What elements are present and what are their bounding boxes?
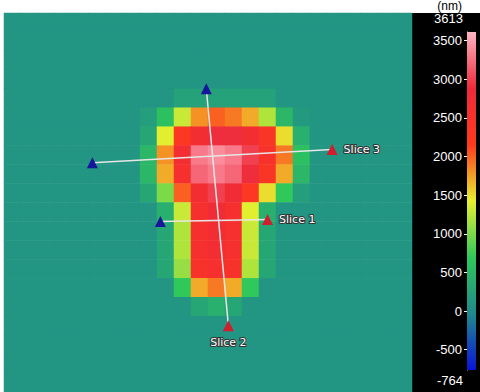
svg-text:Slice 3: Slice 3 [344,143,380,156]
svg-text:2500: 2500 [433,110,462,125]
svg-text:0: 0 [455,304,462,319]
svg-text:1000: 1000 [433,226,462,241]
svg-text:1500: 1500 [433,188,462,203]
svg-text:500: 500 [440,265,462,280]
svg-text:(nm): (nm) [437,0,462,13]
svg-text:Slice 2: Slice 2 [210,336,246,349]
svg-text:-500: -500 [436,342,462,357]
svg-text:-764: -764 [437,373,463,388]
svg-text:2000: 2000 [433,149,462,164]
svg-text:3613: 3613 [434,11,463,26]
svg-text:3500: 3500 [433,33,462,48]
svg-text:3000: 3000 [433,72,462,87]
svg-text:Slice 1: Slice 1 [279,213,315,226]
